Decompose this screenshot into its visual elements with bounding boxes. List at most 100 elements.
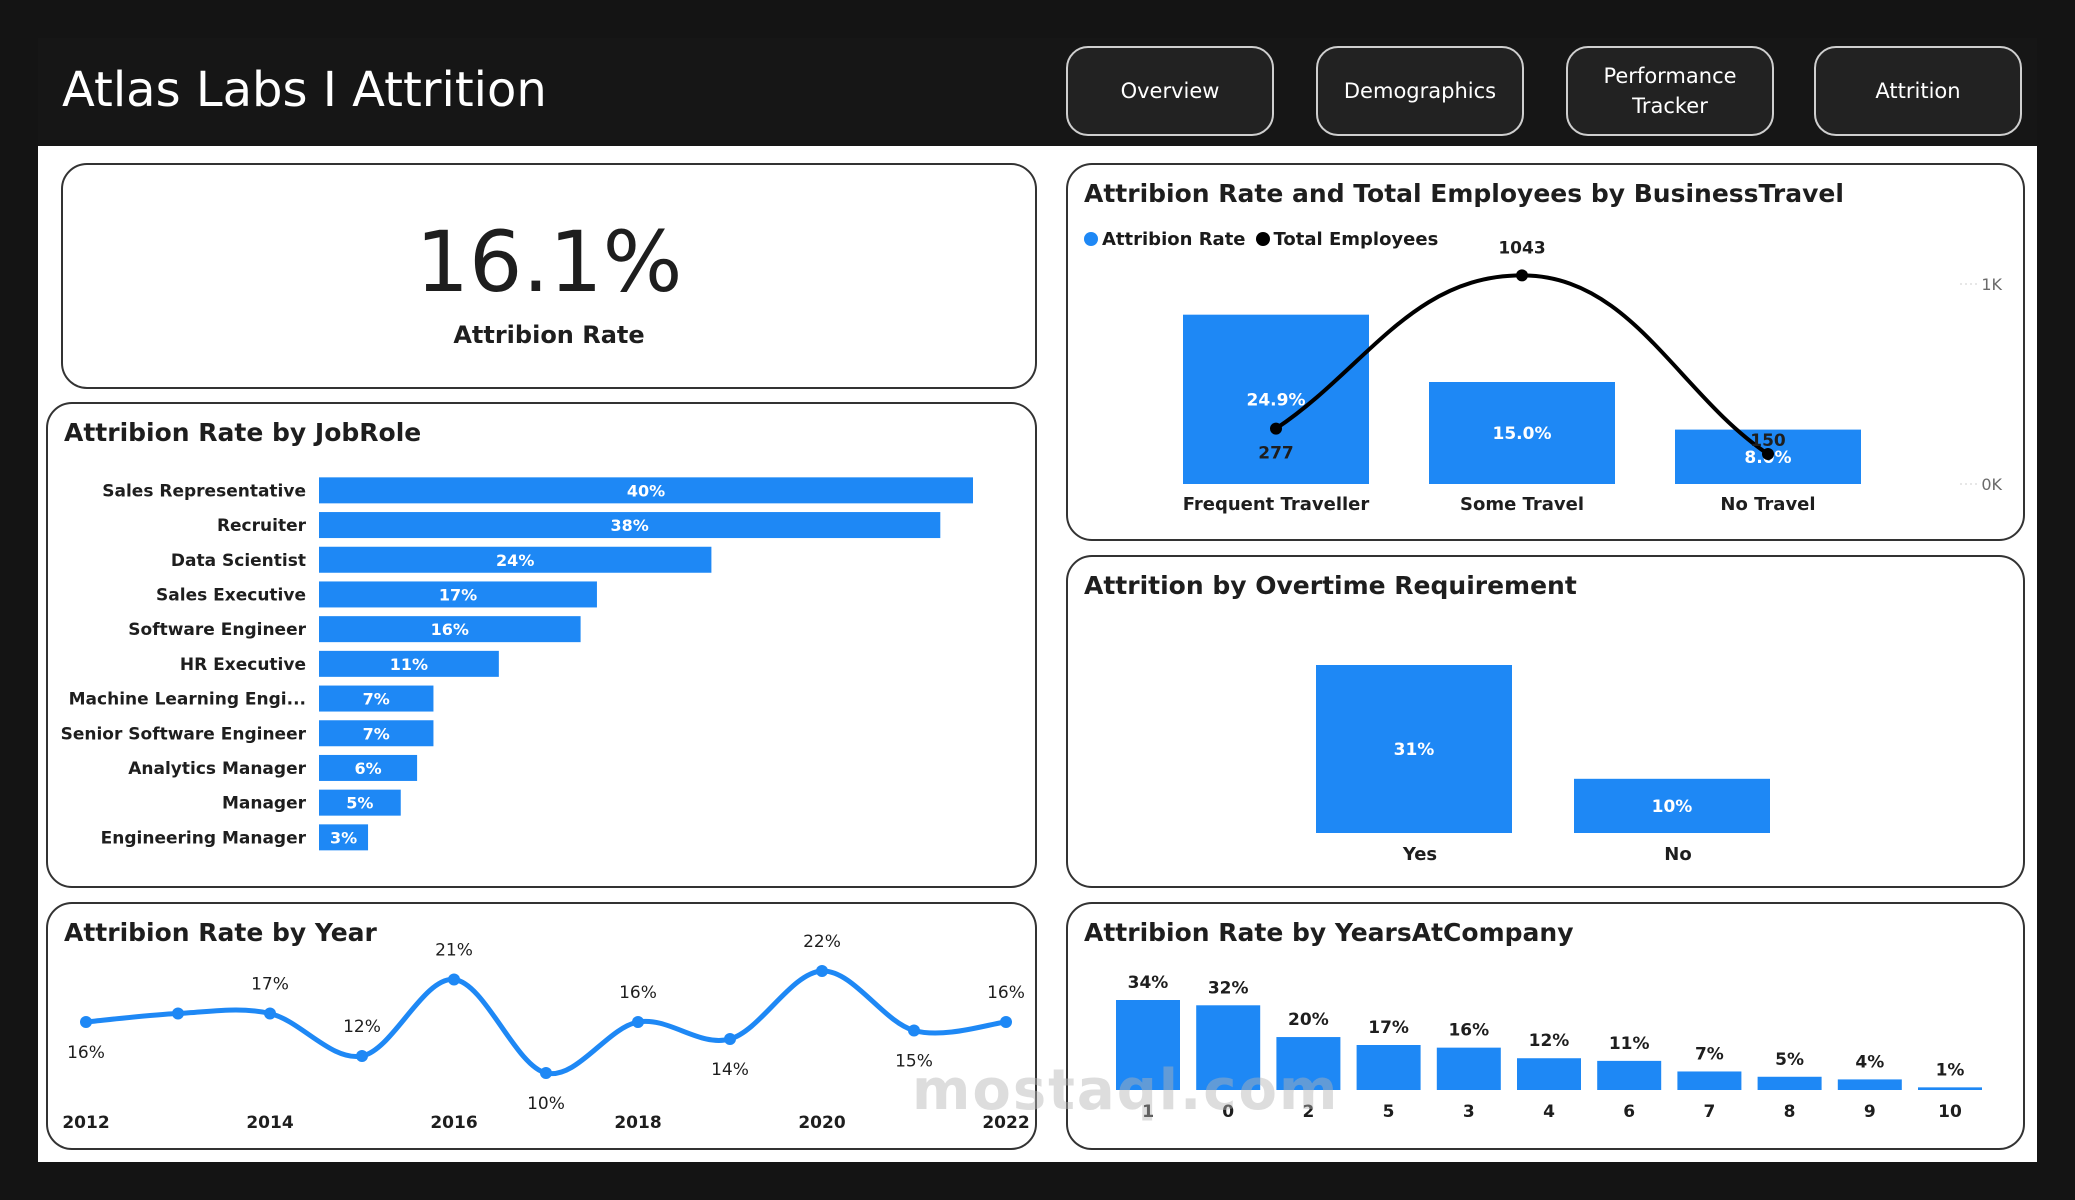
year-data-label: 17%	[251, 975, 289, 995]
jobrole-data-label: 3%	[330, 828, 357, 847]
jobrole-card: Attribion Rate by JobRole Sales Represen…	[46, 402, 1037, 888]
yac-category-label: 5	[1383, 1102, 1395, 1122]
jobrole-bar	[319, 512, 941, 539]
travel-category-label: Frequent Traveller	[1183, 494, 1370, 515]
year-axis-tick-label: 2022	[982, 1113, 1029, 1133]
legend-employees-marker	[1255, 232, 1270, 246]
jobrole-category-label: Software Engineer	[128, 620, 306, 640]
yac-data-label: 1%	[1936, 1060, 1965, 1080]
overtime-data-label: 31%	[1394, 740, 1435, 760]
yac-bar	[1116, 1000, 1180, 1090]
yac-bar	[1356, 1045, 1421, 1090]
year-data-point	[448, 973, 460, 986]
jobrole-data-label: 40%	[627, 481, 665, 500]
year-data-point	[1000, 1016, 1012, 1028]
year-series-line	[85, 968, 1007, 1077]
year-data-point	[356, 1050, 368, 1062]
jobrole-data-label: 24%	[496, 551, 534, 570]
nav-attrition-button[interactable]: Attrition	[1814, 46, 2022, 136]
year-card: Attribion Rate by Year 16% 17% 12% 21% 10% 16…	[46, 902, 1037, 1150]
travel-rate-label: 15.0%	[1493, 424, 1552, 444]
jobrole-category-label: Manager	[222, 794, 307, 814]
travel-rate-label: 24.9%	[1247, 390, 1306, 410]
yac-data-label: 17%	[1368, 1018, 1409, 1038]
jobrole-bar	[319, 720, 434, 747]
jobrole-data-label: 17%	[439, 585, 477, 604]
jobrole-chart: Sales Representative 40% Recruiter 38% Data …	[61, 477, 973, 851]
nav-demographics-button[interactable]: Demographics	[1316, 46, 1524, 136]
dashboard-frame: Atlas Labs I Attrition Overview Demograp…	[38, 38, 2037, 1162]
yac-data-label: 16%	[1448, 1021, 1489, 1041]
legend-rate-label: Attribion Rate	[1102, 229, 1246, 250]
yac-bar	[1837, 1079, 1902, 1090]
year-axis-tick-label: 2020	[798, 1113, 845, 1133]
yac-card: Attribion Rate by YearsAtCompany 34% 1 32%…	[1066, 902, 2025, 1150]
jobrole-category-label: Data Scientist	[171, 551, 306, 571]
yac-category-label: 7	[1703, 1102, 1715, 1122]
travel-right-axis-tick: 0K	[1981, 475, 2002, 494]
year-data-label: 16%	[619, 983, 657, 1003]
yac-bar	[1436, 1047, 1501, 1090]
year-chart: 16% 17% 12% 21% 10% 16% 14% 22% 15% 16% 2012 2014 20…	[62, 932, 1029, 1133]
yac-bar	[1276, 1037, 1341, 1090]
overtime-chart-title: Attrition by Overtime Requirement	[1084, 571, 1577, 600]
travel-right-axis-tick: 1K	[1981, 275, 2002, 294]
yac-data-label: 20%	[1288, 1010, 1329, 1030]
yac-category-label: 2	[1302, 1102, 1314, 1122]
yac-data-label: 12%	[1529, 1031, 1570, 1051]
yac-category-label: 10	[1938, 1102, 1962, 1122]
jobrole-bar	[319, 685, 434, 712]
jobrole-data-label: 7%	[363, 724, 390, 743]
travel-rate-bar	[1429, 382, 1615, 484]
jobrole-data-label: 5%	[346, 794, 373, 813]
year-data-label: 16%	[987, 983, 1025, 1003]
jobrole-bar	[319, 477, 973, 504]
yac-data-label: 34%	[1128, 973, 1169, 993]
yac-data-label: 7%	[1695, 1044, 1724, 1064]
travel-chart-title: Attribion Rate and Total Employees by Bu…	[1084, 179, 1844, 208]
yac-category-label: 4	[1543, 1102, 1555, 1122]
year-data-label: 14%	[711, 1060, 749, 1080]
yac-category-label: 1	[1142, 1102, 1154, 1122]
jobrole-data-label: 16%	[431, 620, 469, 639]
header-bar: Atlas Labs I Attrition Overview Demograp…	[38, 38, 2037, 146]
legend-item-employees: Total Employees	[1255, 229, 1438, 250]
year-axis-tick-label: 2018	[614, 1113, 661, 1133]
nav-performance-tracker-button[interactable]: Performance Tracker	[1566, 46, 1774, 136]
yac-category-label: 6	[1623, 1102, 1635, 1122]
jobrole-category-label: Senior Software Engineer	[61, 724, 307, 744]
travel-employees-point	[1762, 448, 1774, 460]
travel-rate-bar	[1183, 314, 1369, 484]
year-axis-tick-label: 2012	[62, 1113, 109, 1133]
travel-employees-point	[1516, 269, 1528, 282]
yac-bar	[1757, 1076, 1822, 1090]
page-title: Atlas Labs I Attrition	[62, 62, 547, 118]
jobrole-bar	[319, 824, 369, 851]
year-data-label: 22%	[803, 932, 841, 952]
year-data-label: 15%	[895, 1052, 933, 1072]
yac-category-label: 8	[1784, 1102, 1796, 1122]
year-data-point	[908, 1024, 920, 1037]
travel-legend: Attribion Rate Total Employees	[1084, 229, 1438, 250]
jobrole-category-label: Analytics Manager	[128, 759, 306, 779]
year-data-point	[172, 1007, 184, 1020]
overtime-chart: 31% Yes 10% No	[1316, 665, 1770, 865]
year-axis-tick-label: 2016	[430, 1113, 477, 1133]
nav-overview-button[interactable]: Overview	[1066, 46, 1274, 136]
jobrole-bar	[319, 754, 418, 781]
travel-employees-label: 1043	[1498, 238, 1545, 258]
travel-category-label: No Travel	[1720, 494, 1815, 515]
yac-bar	[1597, 1060, 1662, 1090]
jobrole-category-label: Recruiter	[217, 516, 307, 536]
year-data-point	[724, 1033, 736, 1045]
yac-bar	[1918, 1087, 1982, 1090]
yac-bar	[1196, 1005, 1261, 1090]
yac-data-label: 5%	[1775, 1050, 1804, 1070]
jobrole-chart-title: Attribion Rate by JobRole	[64, 418, 422, 447]
jobrole-data-label: 11%	[390, 655, 428, 674]
travel-category-label: Some Travel	[1460, 494, 1584, 515]
jobrole-bar	[319, 581, 597, 608]
jobrole-bar	[319, 616, 581, 643]
jobrole-bar	[319, 650, 499, 677]
watermark: mostaql.com	[912, 1058, 1340, 1123]
